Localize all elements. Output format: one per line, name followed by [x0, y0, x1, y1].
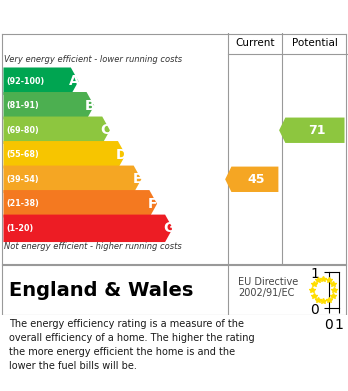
Text: (92-100): (92-100): [6, 77, 45, 86]
Polygon shape: [3, 165, 141, 193]
Text: Energy Efficiency Rating: Energy Efficiency Rating: [9, 9, 219, 24]
Polygon shape: [3, 215, 173, 242]
Text: Very energy efficient - lower running costs: Very energy efficient - lower running co…: [4, 55, 182, 64]
Polygon shape: [3, 68, 79, 95]
Text: A: A: [69, 74, 80, 88]
Text: (21-38): (21-38): [6, 199, 39, 208]
Text: C: C: [101, 123, 111, 137]
Text: Not energy efficient - higher running costs: Not energy efficient - higher running co…: [4, 242, 182, 251]
Text: D: D: [116, 148, 127, 162]
Polygon shape: [225, 167, 278, 192]
Polygon shape: [3, 117, 110, 144]
Polygon shape: [279, 118, 345, 143]
Polygon shape: [3, 92, 94, 120]
Text: (1-20): (1-20): [6, 224, 33, 233]
Text: Potential: Potential: [292, 38, 338, 48]
Text: 71: 71: [308, 124, 325, 137]
Text: 45: 45: [248, 173, 266, 186]
Text: England & Wales: England & Wales: [9, 280, 193, 300]
Text: G: G: [163, 221, 174, 235]
Text: (55-68): (55-68): [6, 150, 39, 159]
Text: EU Directive
2002/91/EC: EU Directive 2002/91/EC: [238, 277, 299, 298]
Text: The energy efficiency rating is a measure of the
overall efficiency of a home. T: The energy efficiency rating is a measur…: [9, 319, 254, 371]
Text: Current: Current: [235, 38, 275, 48]
Text: (81-91): (81-91): [6, 101, 39, 110]
Polygon shape: [3, 141, 126, 169]
Text: (39-54): (39-54): [6, 175, 39, 184]
Text: F: F: [148, 197, 158, 211]
Polygon shape: [3, 190, 157, 217]
Text: E: E: [132, 172, 142, 186]
Text: (69-80): (69-80): [6, 126, 39, 135]
Text: B: B: [85, 99, 95, 113]
